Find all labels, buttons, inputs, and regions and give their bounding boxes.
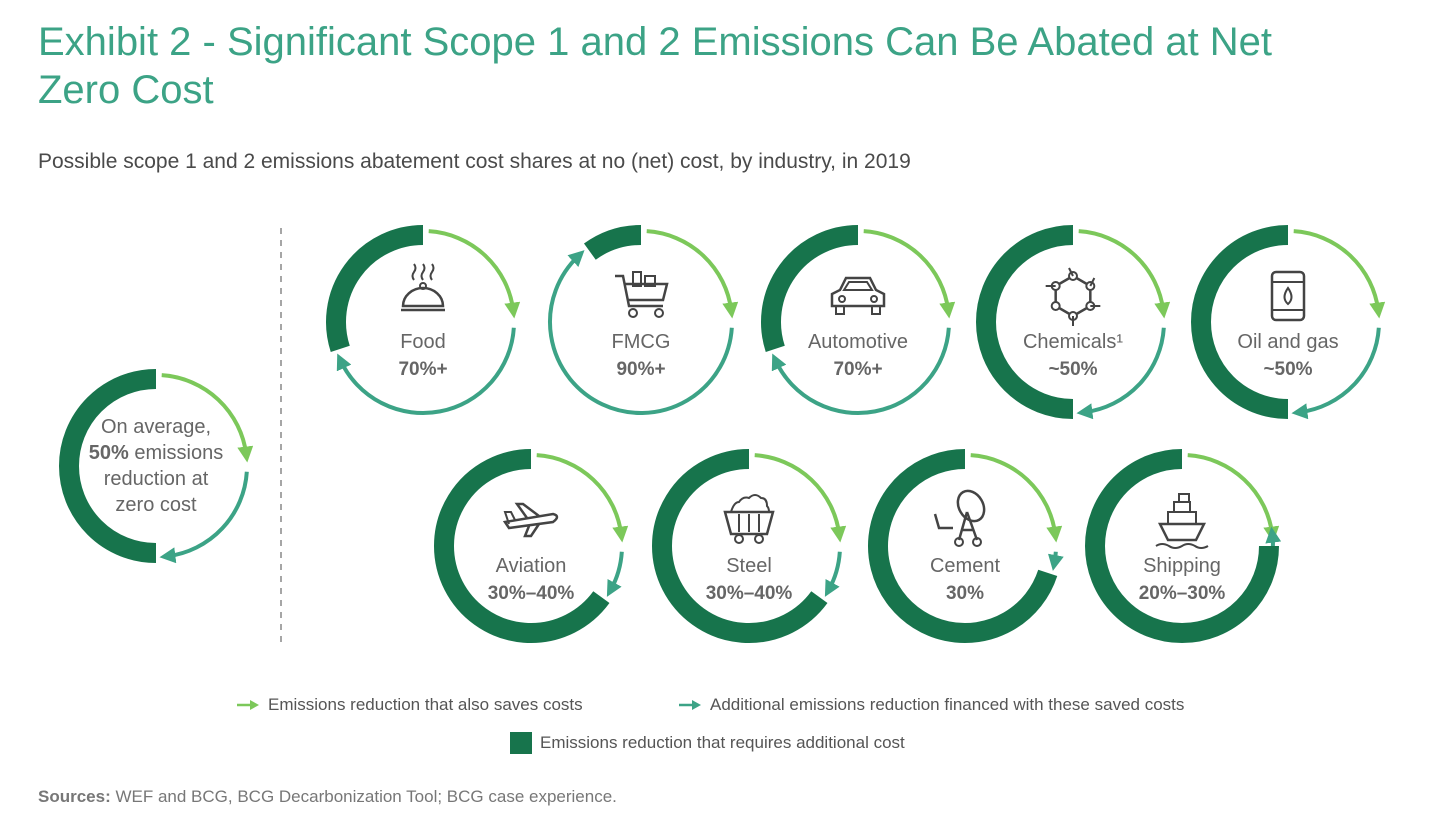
ring-segment-additional-cost [761, 225, 859, 352]
legend-item-saves-costs: Emissions reduction that also saves cost… [236, 695, 583, 715]
sources-text: WEF and BCG, BCG Decarbonization Tool; B… [110, 787, 617, 806]
ring-segment-saves-costs [1078, 229, 1171, 319]
ring-segment-additional-cost [868, 449, 1058, 643]
ring-segment-additional-cost [652, 449, 828, 643]
ring-segment-financed [336, 327, 516, 415]
ring-segment-saves-costs [754, 453, 847, 543]
light-green-arrow-icon [237, 700, 259, 710]
cement-mixer-icon [933, 489, 986, 547]
ring-segment-saves-costs [970, 453, 1063, 543]
industry-share-label: 30%–40% [706, 583, 793, 604]
ring-segment-additional-cost [583, 225, 642, 260]
shopping-cart-icon [615, 271, 669, 318]
teal-arrow-icon [679, 700, 701, 710]
page-title: Exhibit 2 - Significant Scope 1 and 2 Em… [38, 20, 1273, 112]
industry-name: Chemicals¹ [1023, 331, 1123, 353]
industry-name: Shipping [1143, 555, 1221, 577]
ring-shipping: Shipping 20%–30% [1085, 449, 1282, 643]
ring-segment-saves-costs [161, 373, 254, 463]
industry-name: Cement [930, 555, 1000, 577]
legend-item-additional-cost: Emissions reduction that requires additi… [510, 732, 905, 754]
chart-subtitle: Possible scope 1 and 2 emissions abateme… [38, 150, 911, 173]
molecule-icon [1045, 267, 1101, 326]
mine-cart-icon [723, 494, 775, 544]
ring-automotive: Automotive 70%+ [761, 225, 956, 415]
industry-share-label: 20%–30% [1139, 583, 1226, 604]
car-icon [830, 276, 886, 315]
ring-segment-financed [1291, 327, 1381, 420]
ring-segment-financed [1076, 327, 1166, 420]
ring-segment-saves-costs [646, 229, 739, 319]
dark-green-square-icon [510, 732, 532, 754]
ring-average: On average, 50% emissions reduction at zero… [59, 369, 254, 564]
ring-segment-financed [159, 471, 249, 564]
industry-share-label: ~50% [1048, 359, 1097, 380]
industry-share-label: 30%–40% [488, 583, 575, 604]
industry-name: Steel [726, 555, 772, 577]
ring-food: Food 70%+ [326, 225, 521, 415]
ring-steel: Steel 30%–40% [652, 449, 847, 643]
industry-name: Food [400, 331, 446, 353]
industry-name: FMCG [612, 331, 671, 353]
ring-oil-and-gas: Oil and gas ~50% [1191, 225, 1386, 420]
industry-share-label: 90%+ [616, 359, 665, 380]
ring-fmcg: FMCG 90%+ [548, 225, 739, 415]
sources-note: Sources: WEF and BCG, BCG Decarbonizatio… [38, 787, 617, 807]
airplane-icon [502, 502, 559, 538]
ring-segment-financed [1048, 551, 1064, 571]
industry-name: Aviation [496, 555, 567, 577]
legend-label-saves-costs: Emissions reduction that also saves cost… [268, 695, 583, 714]
oil-barrel-icon [1270, 270, 1306, 322]
industry-name: Oil and gas [1237, 331, 1338, 353]
industry-share-label: ~50% [1263, 359, 1312, 380]
ring-aviation: Aviation 30%–40% [434, 449, 629, 643]
industry-share-label: 70%+ [833, 359, 882, 380]
ring-segment-financed [771, 327, 951, 415]
ring-segment-financed [824, 551, 842, 597]
legend-label-additional-cost: Emissions reduction that requires additi… [540, 733, 905, 752]
ring-segment-saves-costs [536, 453, 629, 543]
food-dish-icon [401, 263, 445, 312]
ring-segment-additional-cost [1191, 225, 1289, 419]
industry-name: Automotive [808, 331, 908, 353]
ring-segment-saves-costs [428, 229, 521, 319]
legend-label-financed: Additional emissions reduction financed … [710, 695, 1185, 714]
industry-share-label: 70%+ [398, 359, 447, 380]
ring-segment-additional-cost [976, 225, 1074, 419]
ship-icon [1155, 493, 1209, 549]
ring-segment-additional-cost [326, 225, 424, 352]
ring-segment-financed [548, 250, 734, 415]
average-text-line: On average, [101, 416, 211, 438]
ring-cement: Cement 30% [868, 449, 1064, 643]
ring-segment-additional-cost [434, 449, 610, 643]
legend-item-financed: Additional emissions reduction financed … [678, 695, 1184, 715]
industry-share-label: 30% [946, 583, 984, 604]
average-text-line: reduction at [104, 468, 209, 490]
ring-segment-financed [606, 551, 624, 597]
ring-segment-additional-cost [59, 369, 157, 563]
ring-segment-saves-costs [1293, 229, 1386, 319]
sources-label: Sources: [38, 787, 111, 806]
average-text-line: 50% emissions [89, 442, 224, 464]
average-text-line: zero cost [115, 494, 197, 516]
ring-segment-saves-costs [1187, 453, 1280, 543]
ring-segment-saves-costs [863, 229, 956, 319]
ring-segment-additional-cost [1085, 449, 1279, 643]
ring-chemicals: Chemicals¹ ~50% [976, 225, 1171, 420]
